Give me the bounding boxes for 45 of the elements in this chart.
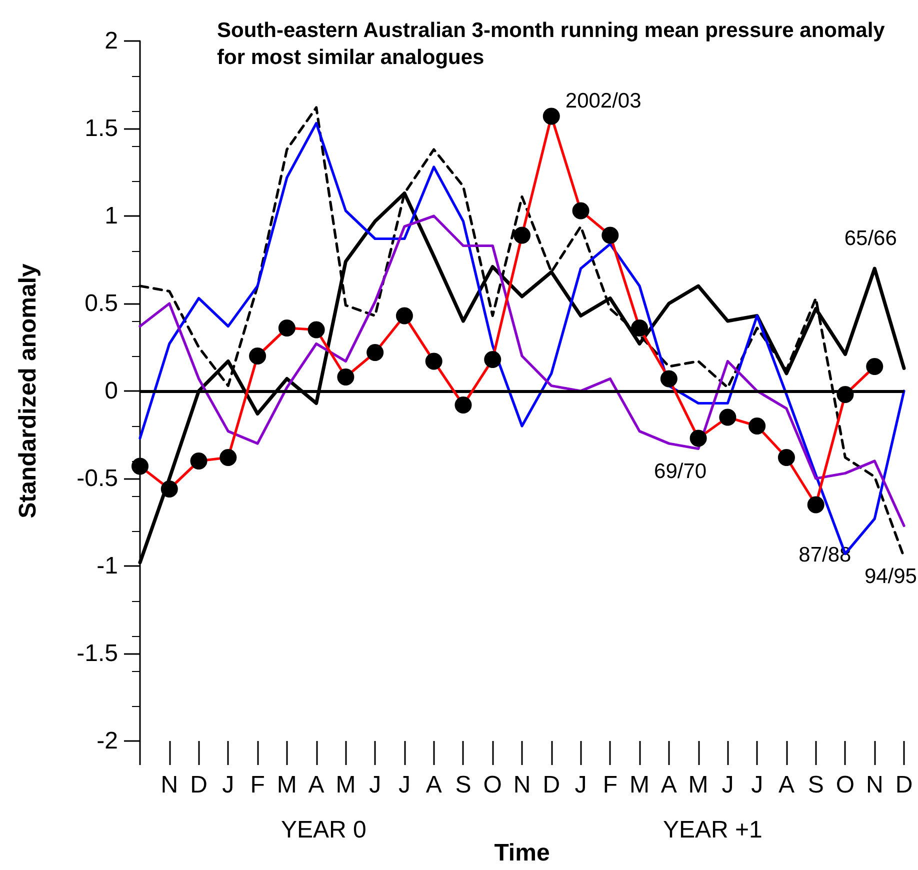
y-tick-label: -0.5 xyxy=(76,465,118,492)
x-tick-label: J xyxy=(222,772,234,798)
x-tick-label: N xyxy=(513,772,531,798)
y-tick-label: 0.5 xyxy=(84,290,118,317)
x-tick-label: D xyxy=(895,772,913,798)
x-tick-label: A xyxy=(778,772,794,798)
x-tick-label: J xyxy=(369,772,382,798)
x-tick-label: F xyxy=(250,772,265,798)
x-tick-label: A xyxy=(308,772,324,798)
series-label: 87/88 xyxy=(798,544,852,567)
x-tick-label: J xyxy=(574,772,587,798)
x-tick-label: J xyxy=(722,772,734,798)
y-tick-label: 1 xyxy=(104,202,118,230)
text: YEAR 0 xyxy=(281,816,366,844)
series-label: 94/95 xyxy=(864,565,917,588)
x-tick-label: M xyxy=(688,772,708,798)
x-tick-label: O xyxy=(483,772,502,798)
series-label: 65/66 xyxy=(844,226,897,250)
y-axis-title: Standardized anomaly xyxy=(14,262,42,518)
x-tick-label: N xyxy=(160,772,178,798)
series-label: 2002/03 xyxy=(565,90,642,113)
x-tick-label: F xyxy=(602,772,618,798)
y-tick-label: -1 xyxy=(96,552,118,580)
x-tick-label: A xyxy=(426,772,442,798)
x-axis-title: Time xyxy=(494,840,550,866)
chart-title: South-eastern Australian 3-month running mean pressure anomaly for most similar analogues xyxy=(217,19,891,69)
y-tick-label: -2 xyxy=(96,728,118,754)
x-tick-label: A xyxy=(660,772,677,798)
x-tick-label: O xyxy=(836,772,855,798)
x-tick-label: M xyxy=(276,772,297,798)
x-tick-label: S xyxy=(808,772,824,798)
series-label: 69/70 xyxy=(654,460,707,484)
x-tick-label: N xyxy=(866,772,884,798)
x-tick-label: J xyxy=(398,772,410,798)
y-tick-label: 1.5 xyxy=(84,115,118,142)
y-tick-label: 2 xyxy=(104,28,118,54)
x-tick-label: M xyxy=(336,772,356,798)
x-tick-label: M xyxy=(630,772,650,798)
y-tick-label: 0 xyxy=(104,378,118,404)
x-tick-label: S xyxy=(455,772,472,798)
x-tick-label: D xyxy=(190,772,208,798)
y-tick-label: -1.5 xyxy=(76,640,118,667)
x-tick-label: J xyxy=(751,772,764,798)
text: YEAR +1 xyxy=(663,816,762,844)
x-tick-label: D xyxy=(542,772,560,798)
